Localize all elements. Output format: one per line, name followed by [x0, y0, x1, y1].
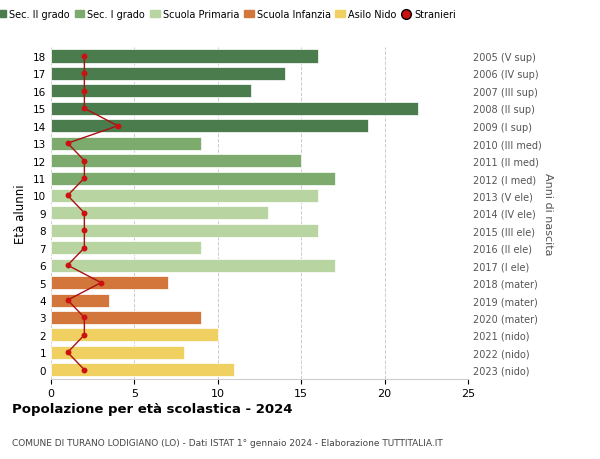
Point — [80, 210, 89, 217]
Bar — [51, 85, 251, 98]
Bar — [51, 276, 168, 290]
Point — [80, 88, 89, 95]
Bar — [51, 155, 301, 168]
Bar — [51, 207, 268, 220]
Bar — [51, 329, 218, 341]
Y-axis label: Età alunni: Età alunni — [14, 184, 28, 243]
Point — [80, 366, 89, 374]
Bar — [51, 259, 335, 272]
Bar — [51, 311, 201, 325]
Point — [63, 297, 73, 304]
Point — [80, 227, 89, 235]
Point — [80, 245, 89, 252]
Point — [80, 157, 89, 165]
Bar — [51, 224, 318, 237]
Point — [96, 280, 106, 287]
Point — [80, 331, 89, 339]
Bar — [51, 190, 318, 202]
Bar — [51, 50, 318, 63]
Text: Popolazione per età scolastica - 2024: Popolazione per età scolastica - 2024 — [12, 403, 293, 415]
Bar — [51, 346, 184, 359]
Bar — [51, 137, 201, 151]
Bar — [51, 102, 418, 116]
Point — [113, 123, 122, 130]
Legend: Sec. II grado, Sec. I grado, Scuola Primaria, Scuola Infanzia, Asilo Nido, Stran: Sec. II grado, Sec. I grado, Scuola Prim… — [0, 10, 455, 20]
Bar — [51, 242, 201, 255]
Point — [63, 140, 73, 147]
Bar — [51, 120, 368, 133]
Bar — [51, 364, 235, 376]
Point — [63, 192, 73, 200]
Point — [80, 71, 89, 78]
Y-axis label: Anni di nascita: Anni di nascita — [543, 172, 553, 255]
Point — [80, 314, 89, 321]
Bar — [51, 68, 284, 81]
Point — [80, 175, 89, 182]
Bar — [51, 294, 109, 307]
Point — [63, 349, 73, 356]
Point — [80, 53, 89, 61]
Text: COMUNE DI TURANO LODIGIANO (LO) - Dati ISTAT 1° gennaio 2024 - Elaborazione TUTT: COMUNE DI TURANO LODIGIANO (LO) - Dati I… — [12, 438, 443, 448]
Bar — [51, 172, 335, 185]
Point — [63, 262, 73, 269]
Point — [80, 106, 89, 113]
